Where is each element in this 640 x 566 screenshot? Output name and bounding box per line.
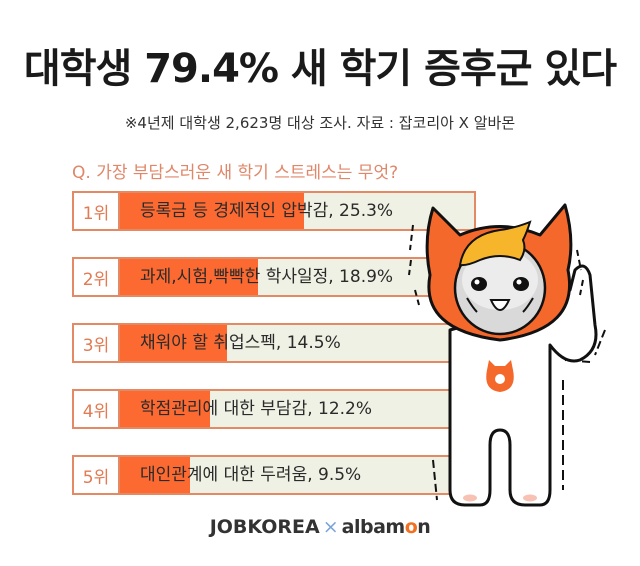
jobkorea-logo: JOBKOREA [209, 516, 320, 538]
bar-fill [120, 457, 190, 493]
bar-row-2: 2위 과제,시험,빡빡한 학사일정, 18.9% [72, 257, 476, 297]
bar-label: 등록금 등 경제적인 압박감, 25.3% [140, 201, 394, 221]
albamon-logo: albamon [342, 516, 431, 538]
survey-question: Q. 가장 부담스러운 새 학기 스트레스는 무엇? [72, 163, 399, 183]
mascot-illustration [408, 203, 606, 507]
bar-row-3: 3위 채워야 할 취업스펙, 14.5% [72, 323, 476, 363]
brand-footer: JOBKOREA × albamon [0, 516, 640, 538]
rank-badge: 4위 [74, 391, 120, 427]
bar-fill [120, 325, 227, 361]
bar-label: 대인관계에 대한 두려움, 9.5% [140, 465, 362, 485]
bar-fill [120, 259, 258, 295]
albamon-text-prefix: albam [341, 516, 406, 538]
albamon-o-icon: o [404, 516, 418, 538]
rank-badge: 1위 [74, 193, 120, 229]
bar-fill [120, 193, 304, 229]
bar-row-4: 4위 학점관리에 대한 부담감, 12.2% [72, 389, 476, 429]
rank-badge: 2위 [74, 259, 120, 295]
bar-label: 과제,시험,빡빡한 학사일정, 18.9% [140, 267, 394, 287]
bar-label: 채워야 할 취업스펙, 14.5% [140, 333, 341, 353]
bar-fill [120, 391, 210, 427]
rank-badge: 5위 [74, 457, 120, 493]
rank-badge: 3위 [74, 325, 120, 361]
bar-label: 학점관리에 대한 부담감, 12.2% [140, 399, 373, 419]
page-title: 대학생 79.4% 새 학기 증후군 있다 [23, 46, 617, 92]
bar-row-5: 5위 대인관계에 대한 두려움, 9.5% [72, 455, 476, 495]
source-note: ※4년제 대학생 2,623명 대상 조사. 자료 : 잡코리아 X 알바몬 [124, 114, 516, 132]
collab-separator: × [322, 516, 339, 538]
bar-row-1: 1위 등록금 등 경제적인 압박감, 25.3% [72, 191, 476, 231]
albamon-text-suffix: n [417, 516, 431, 538]
